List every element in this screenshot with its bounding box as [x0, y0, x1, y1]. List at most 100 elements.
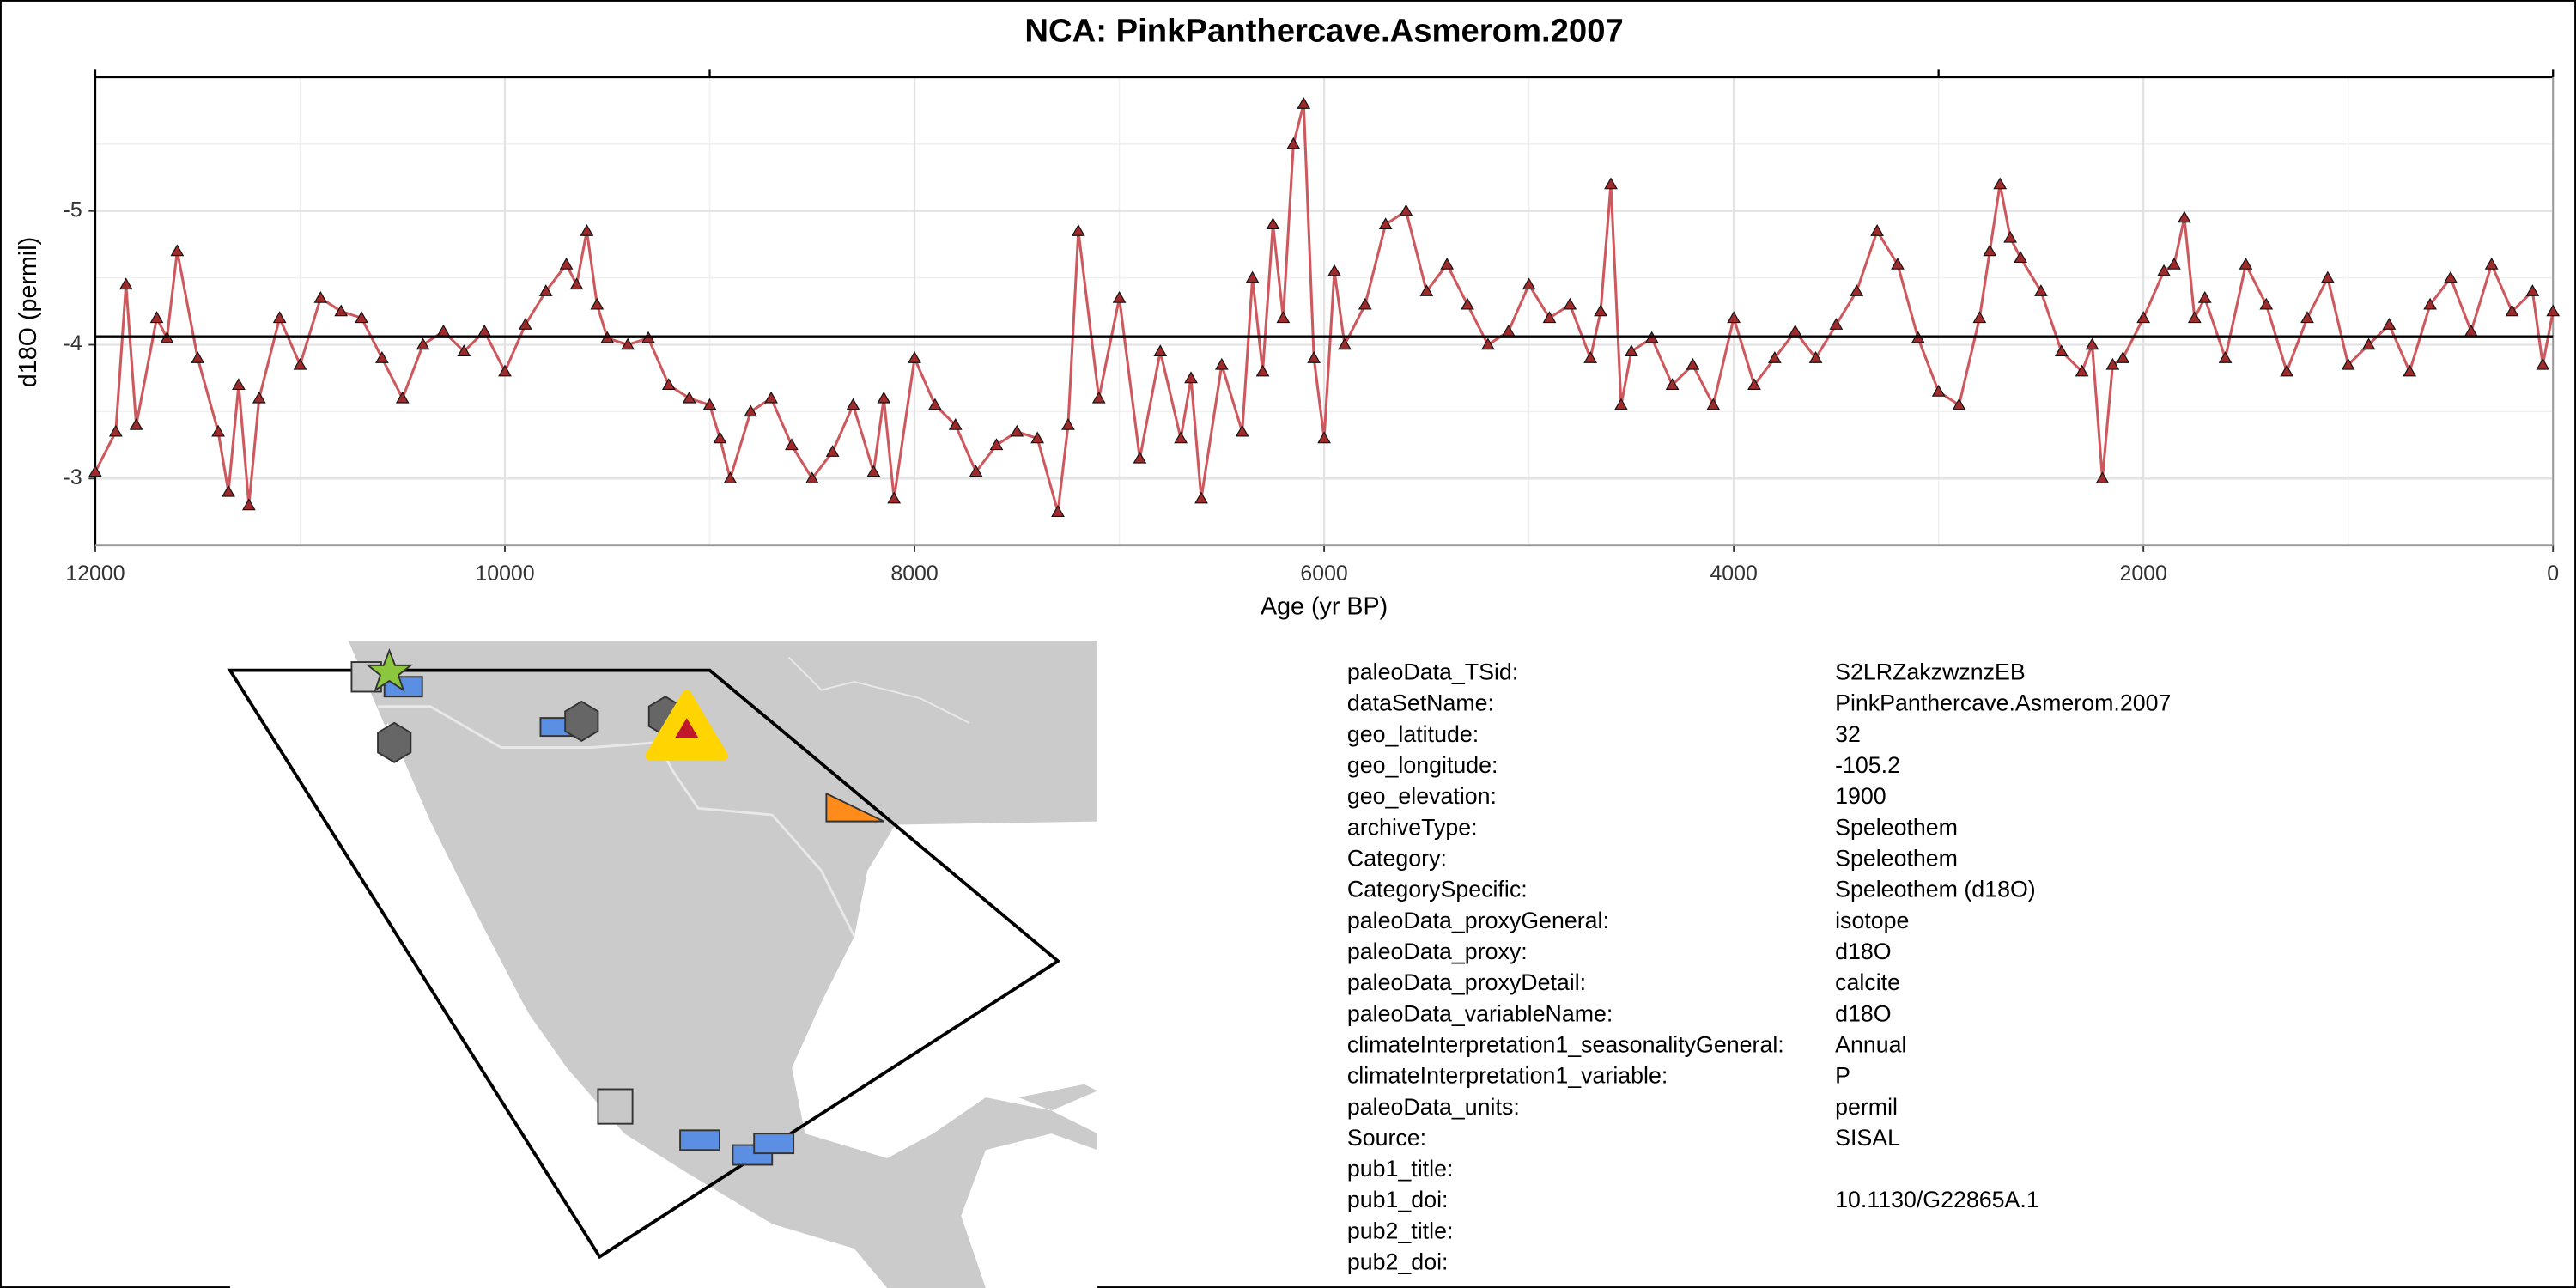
data-point [457, 344, 471, 357]
data-point [825, 445, 840, 457]
data-point [1594, 304, 1607, 317]
data-point [1461, 297, 1474, 310]
data-point [2157, 264, 2171, 276]
meta-value: permil [1835, 1094, 1898, 1120]
x-axis-label: Age (yr BP) [1261, 592, 1388, 620]
data-point [2014, 251, 2027, 263]
data-point [1307, 351, 1321, 363]
region-outline [227, 668, 1061, 1260]
data-point [1010, 424, 1024, 437]
target-site-core [675, 718, 699, 738]
meta-key: dataSetName: [1347, 690, 1494, 716]
data-point [149, 311, 164, 324]
data-point [1706, 398, 1721, 410]
y-tick-label: -5 [64, 197, 82, 222]
data-point [1317, 431, 1331, 444]
meta-key: pub2_title: [1347, 1218, 1454, 1243]
data-point [118, 277, 133, 290]
data-point [1399, 204, 1413, 216]
meta-key: archiveType: [1347, 814, 1478, 840]
meta-value: Speleothem [1835, 845, 1958, 871]
data-point [1931, 384, 1946, 397]
data-point [2003, 230, 2018, 243]
data-point [2034, 284, 2048, 296]
data-point [2054, 344, 2069, 357]
data-point [1993, 177, 2008, 190]
data-point [293, 357, 307, 370]
data-point [375, 351, 389, 363]
data-point [948, 417, 963, 430]
data-point [569, 277, 584, 290]
data-point [1747, 378, 1761, 390]
data-point [1297, 97, 1311, 109]
data-point [2423, 297, 2437, 310]
meta-value: calcite [1835, 969, 1900, 995]
x-tick-label: 10000 [475, 562, 534, 586]
meta-value: SISAL [1835, 1125, 1900, 1151]
data-point [2525, 284, 2540, 296]
meta-key: CategorySpecific: [1347, 877, 1528, 902]
data-point [846, 398, 860, 410]
meta-value: P [1835, 1063, 1850, 1089]
data-point [1266, 217, 1280, 230]
data-point [518, 318, 532, 330]
data-point [1214, 357, 1229, 370]
data-point [1972, 311, 1987, 324]
data-point [559, 257, 574, 270]
data-point [1133, 451, 1147, 464]
data-point [2361, 337, 2376, 350]
data-point [2116, 351, 2130, 363]
data-point [1767, 351, 1782, 363]
data-point [108, 424, 123, 437]
data-point [1870, 224, 1884, 236]
meta-key: pub1_doi: [1347, 1187, 1449, 1212]
data-point [1378, 217, 1393, 230]
data-point [1358, 297, 1372, 310]
data-point [908, 351, 921, 363]
data-point [2341, 357, 2355, 370]
data-point [191, 351, 205, 363]
meta-key: climateInterpretation1_seasonalityGenera… [1347, 1031, 1784, 1057]
data-point [661, 378, 676, 390]
data-point [1153, 344, 1168, 357]
data-point [1727, 311, 1741, 324]
data-point [1542, 311, 1557, 324]
data-point [1440, 257, 1455, 270]
chart-title: NCA: PinkPanthercave.Asmerom.2007 [1024, 12, 1623, 49]
meta-key: paleoData_units: [1347, 1094, 1520, 1120]
data-point [2382, 318, 2397, 330]
map [227, 641, 1098, 1288]
data-point [764, 391, 778, 404]
data-point [866, 465, 881, 477]
data-point [2075, 364, 2089, 377]
data-point [785, 438, 799, 451]
data-point [928, 398, 942, 410]
data-point [1604, 177, 1618, 190]
site-marker [597, 1088, 634, 1125]
data-point [1808, 351, 1823, 363]
data-point [1112, 290, 1127, 303]
meta-key: paleoData_variableName: [1347, 1000, 1613, 1026]
data-point [222, 484, 235, 497]
x-tick-label: 4000 [1710, 562, 1757, 586]
x-tick-label: 6000 [1300, 562, 1347, 586]
data-point [580, 224, 594, 236]
meta-value: 32 [1835, 721, 1861, 747]
data-point [2136, 311, 2151, 324]
data-point [1665, 378, 1680, 390]
data-point [170, 244, 185, 257]
meta-value: S2LRZakzwznzEB [1835, 659, 2026, 685]
x-tick-label: 12000 [65, 562, 125, 586]
data-point [2444, 270, 2458, 283]
data-point [1624, 344, 1638, 357]
meta-value: Speleothem [1835, 814, 1958, 840]
gulf-of-california [380, 722, 550, 1061]
data-point [2218, 351, 2233, 363]
data-point [1614, 398, 1628, 410]
meta-key: climateInterpretation1_variable: [1347, 1063, 1668, 1089]
meta-key: geo_elevation: [1347, 783, 1497, 809]
data-point [1829, 318, 1844, 330]
data-point [2300, 311, 2314, 324]
